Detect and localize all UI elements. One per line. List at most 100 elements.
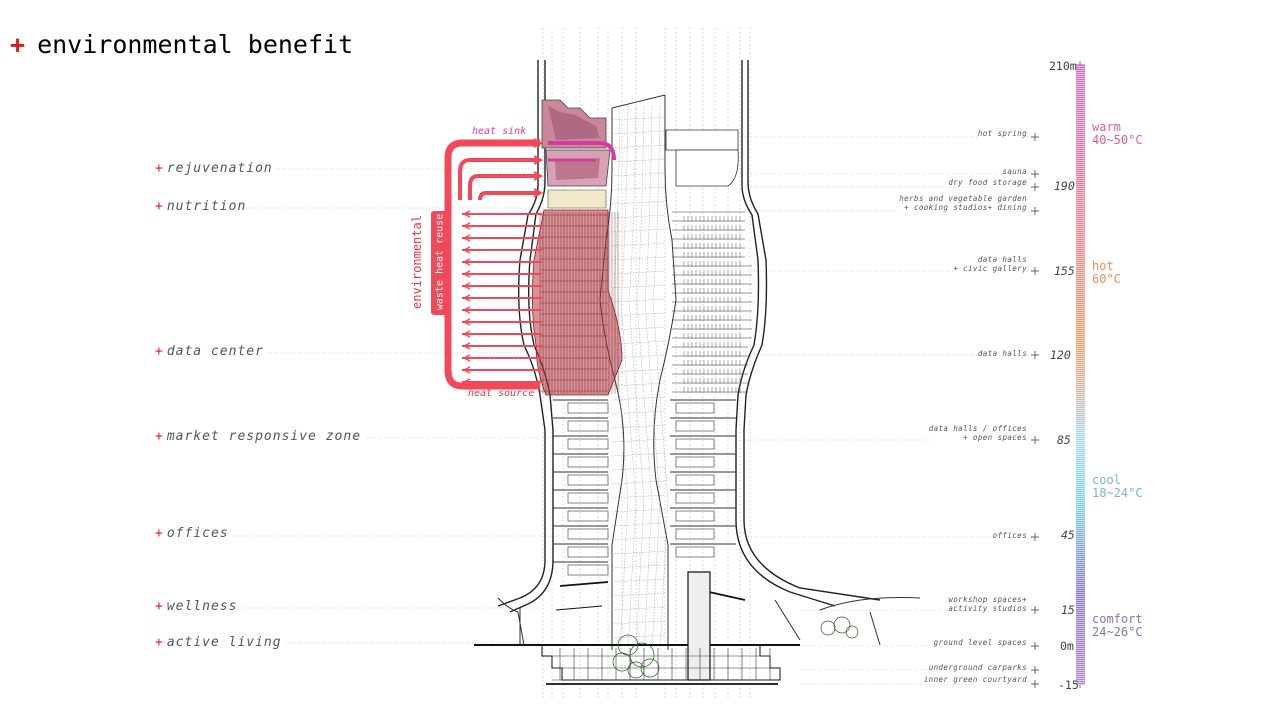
heat-source-arrow-head (462, 234, 471, 242)
heat-loop-main-label: environmental (410, 215, 424, 309)
office-bay-left (567, 492, 609, 504)
core-strand (652, 105, 669, 651)
core-tie (611, 158, 667, 163)
program-underground-carparks: underground carparks (928, 663, 1027, 672)
core-tie (611, 256, 667, 261)
level-85: 85 (1057, 433, 1071, 447)
program-hot-spring: hot spring (977, 129, 1027, 138)
core-tie (611, 508, 667, 513)
program-offices: offices (992, 531, 1027, 540)
core-tie (611, 396, 667, 401)
level-45: 45 (1061, 528, 1075, 542)
heat-source-arrow-head (462, 378, 471, 386)
zone-rejuvenation: + rejuvenation (155, 161, 276, 176)
level-0: 0m (1060, 639, 1074, 653)
temp-hot: hot 60°C (1092, 259, 1121, 286)
heat-loop-branch (468, 174, 540, 200)
core-tie (611, 228, 667, 233)
core-tie (611, 480, 667, 485)
zone-wellness: + wellness (155, 599, 241, 614)
core-strand (644, 105, 661, 651)
office-bay-right (675, 492, 715, 504)
core-tie (611, 424, 667, 429)
level-minus-15: -15 (1058, 678, 1079, 692)
core-tie (611, 116, 667, 121)
temp-comfort: comfort 24~26°C (1092, 612, 1143, 639)
level-155: 155 (1054, 264, 1075, 278)
core-structure-lines (611, 105, 669, 651)
core-strand (636, 105, 653, 651)
heat-sink-label: heat sink (472, 126, 527, 137)
core-tie (611, 312, 667, 317)
core-tie (611, 270, 667, 275)
zone-nutrition: + nutrition (155, 199, 250, 214)
core-tie (611, 186, 667, 191)
title-plus-icon: + (10, 30, 26, 59)
office-bay-right (675, 402, 715, 414)
title-text: environmental benefit (37, 30, 354, 59)
rooftop-hot-spring (541, 99, 739, 209)
core-tie (611, 494, 667, 499)
office-bay-left (567, 546, 609, 558)
zone-data-center: + data center (155, 344, 267, 359)
heat-source-arrow-head (462, 342, 471, 350)
level-190: 190 (1054, 179, 1075, 193)
core-tie (611, 382, 667, 387)
program-ground-level: ground level spaces (933, 638, 1027, 647)
office-bay-right (675, 420, 715, 432)
core-tie (611, 130, 667, 135)
office-bay-right (675, 510, 715, 522)
core-tie (611, 522, 667, 527)
courtyard-trees (612, 616, 859, 679)
heat-source-arrow-head (462, 318, 471, 326)
heat-source-hatching (539, 212, 619, 394)
core-tie (611, 172, 667, 177)
level-120: 120 (1050, 348, 1071, 362)
heat-sink-arrow-head (533, 188, 544, 198)
heat-sink-arrow-head (533, 155, 544, 165)
program-herbs-garden: herbs and vegetable garden + cooking stud… (899, 194, 1027, 212)
heat-sink-arrow (548, 141, 616, 161)
office-bay-left (567, 564, 609, 576)
heat-source-arrow-head (462, 258, 471, 266)
heat-source-arrow-head (462, 294, 471, 302)
core-tie (611, 466, 667, 471)
temp-warm: warm 40~50°C (1092, 120, 1143, 147)
heat-sink-arrow-head (533, 171, 544, 181)
office-bay-right (675, 438, 715, 450)
program-data-halls-civic: data halls + civic gallery (953, 255, 1027, 273)
office-bay-left (567, 510, 609, 522)
office-bay-right (675, 474, 715, 486)
core-tie (611, 242, 667, 247)
heat-source-arrow-head (462, 282, 471, 290)
horizontal-guides (220, 133, 1039, 688)
office-bay-right (675, 456, 715, 468)
heat-source-arrow-head (462, 270, 471, 278)
core-strand (620, 105, 637, 651)
core-tie (611, 326, 667, 331)
program-inner-courtyard: inner green courtyard (923, 675, 1027, 684)
program-dry-food-storage: dry food storage (948, 178, 1027, 187)
program-data-halls-offices: data halls / offices + open spaces (928, 424, 1027, 442)
core-tie (611, 438, 667, 443)
program-data-halls: data halls (977, 349, 1027, 358)
core-tie (611, 634, 667, 639)
program-workshop: workshop spaces+ activity studios (948, 595, 1027, 613)
heat-source-arrow-head (462, 222, 471, 230)
heat-loop-sub-label: waste heat reuse (434, 213, 446, 311)
core-tie (611, 606, 667, 611)
core-tie (611, 452, 667, 457)
level-210: 210m (1049, 59, 1077, 73)
heat-source-label: heat source (468, 388, 535, 399)
heat-source-arrow-head (462, 210, 471, 218)
heat-sink-arrow-head (533, 138, 544, 148)
core-tie (611, 410, 667, 415)
zone-active-living: + active living (155, 635, 285, 650)
carpark-grid (552, 648, 771, 681)
page-title: + environmental benefit (10, 30, 353, 59)
office-bay-left (567, 456, 609, 468)
heat-loop-branch (458, 158, 540, 200)
office-bay-left (567, 438, 609, 450)
core-tie (611, 564, 667, 569)
